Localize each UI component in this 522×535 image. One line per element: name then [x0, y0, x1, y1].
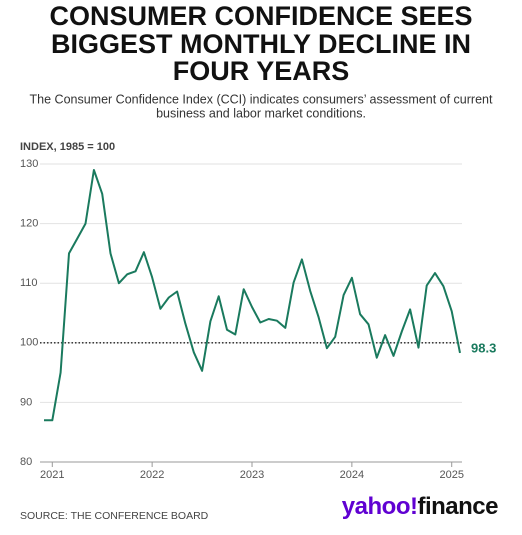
y-tick-label: 100 [20, 337, 38, 349]
chart-title: BIGGEST MONTHLY DECLINE IN [51, 29, 471, 59]
line [44, 169, 461, 422]
y-tick-label: 130 [20, 158, 38, 170]
y-axis-label: INDEX, 1985 = 100 [20, 141, 115, 153]
x-tick-label: 2024 [340, 469, 364, 481]
y-tick-label: 80 [20, 456, 32, 468]
x-tick-label: 2025 [439, 469, 463, 481]
subtitle: business and labor market conditions. [156, 106, 366, 120]
x-tick-label: 2021 [40, 469, 64, 481]
logo: yahoo!finance [342, 493, 498, 520]
chart-title: CONSUMER CONFIDENCE SEES [49, 1, 472, 31]
x-tick-label: 2023 [240, 469, 264, 481]
end-label: 98.3 [471, 340, 496, 355]
source: SOURCE: THE CONFERENCE BOARD [20, 510, 209, 522]
y-tick-label: 120 [20, 218, 38, 230]
y-tick-label: 110 [20, 277, 38, 289]
chart-title: FOUR YEARS [173, 56, 350, 86]
y-tick-label: 90 [20, 396, 32, 408]
x-tick-label: 2022 [140, 469, 164, 481]
subtitle: The Consumer Confidence Index (CCI) indi… [30, 92, 493, 106]
logo-finance: finance [417, 493, 498, 520]
logo-yahoo: yahoo! [342, 493, 418, 520]
